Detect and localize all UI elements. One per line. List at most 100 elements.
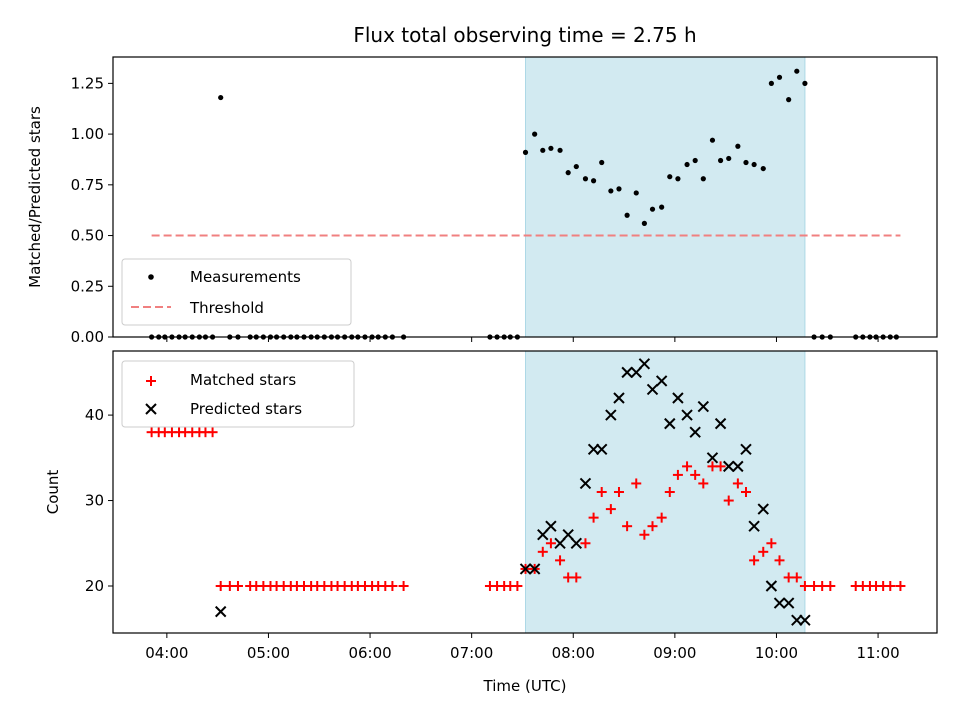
- y-tick-label: 1.00: [71, 125, 104, 143]
- predicted-star-point: [579, 477, 592, 490]
- y-tick-label: 1.25: [71, 74, 104, 92]
- predicted-star-point: [519, 563, 532, 575]
- matched-star-point: [732, 478, 743, 489]
- measurement-point: [599, 159, 605, 166]
- measurement-point: [717, 157, 724, 164]
- x-tick-label: 05:00: [247, 644, 290, 662]
- measurement-point: [557, 147, 563, 153]
- bottom-legend: Matched stars Predicted stars: [121, 360, 355, 428]
- predicted-star-point: [214, 605, 227, 618]
- y-tick-label: 0.75: [71, 176, 104, 194]
- matched-star-point: [895, 581, 906, 591]
- predicted-star-point: [605, 409, 617, 421]
- matched-star-point: [387, 581, 398, 591]
- predicted-star-point: [630, 366, 642, 379]
- measurement-point: [692, 157, 698, 164]
- legend-measurements-label: Measurements: [190, 268, 301, 286]
- measurement-point: [624, 212, 630, 218]
- measurement-point: [786, 97, 792, 103]
- chart-title: Flux total observing time = 2.75 h: [353, 23, 696, 47]
- predicted-star-point: [646, 383, 659, 396]
- measurement-point: [760, 165, 766, 172]
- measurement-point: [726, 155, 732, 162]
- predicted-star-point: [554, 537, 566, 549]
- predicted-star-point: [714, 417, 727, 430]
- matched-star-point: [799, 581, 810, 591]
- matched-star-point: [571, 572, 582, 583]
- matched-star-point: [791, 572, 802, 583]
- matched-star-point: [588, 512, 599, 523]
- predicted-star-point: [681, 409, 693, 421]
- predicted-star-point: [748, 520, 760, 532]
- x-tick-label: 09:00: [653, 644, 696, 662]
- matched-star-point: [398, 581, 409, 591]
- predicted-star-point: [664, 417, 676, 430]
- bottom-y-axis-label: Count: [44, 470, 62, 515]
- predicted-star-point: [562, 529, 574, 541]
- predicted-star-point: [672, 392, 684, 404]
- matched-star-point: [715, 461, 726, 472]
- predicted-star-point: [723, 460, 735, 473]
- predicted-star-point: [638, 358, 651, 370]
- y-tick-label: 0.25: [71, 277, 104, 295]
- predicted-star-point: [757, 503, 769, 515]
- matched-star-point: [749, 555, 760, 566]
- top-panel-frame: [112, 56, 938, 338]
- matched-star-point: [825, 581, 836, 591]
- measurement-point: [700, 176, 706, 182]
- measurement-point: [582, 176, 589, 182]
- measurement-point: [751, 161, 757, 168]
- matched-star-point: [512, 581, 523, 591]
- matched-star-point: [740, 487, 751, 497]
- matched-star-point: [537, 546, 548, 557]
- matched-star-point: [596, 487, 607, 497]
- matched-star-point: [555, 555, 566, 566]
- predicted-star-point: [537, 529, 549, 541]
- legend-matched-label: Matched stars: [190, 371, 296, 389]
- measurement-point: [218, 94, 224, 101]
- measurement-point: [667, 174, 673, 180]
- predicted-star-point: [791, 614, 803, 626]
- matched-star-point: [639, 529, 650, 540]
- predicted-star-point: [613, 392, 625, 404]
- x-tick-label: 11:00: [856, 644, 899, 662]
- measurement-point: [709, 137, 716, 143]
- y-tick-label: 0.50: [71, 227, 104, 245]
- measurement-point: [565, 170, 571, 176]
- y-tick-label: 30: [85, 492, 104, 510]
- measurement-point: [659, 204, 665, 210]
- measurement-point: [548, 145, 554, 151]
- matched-star-point: [698, 478, 709, 489]
- matched-star-point: [723, 495, 734, 506]
- measurement-point: [522, 149, 529, 155]
- predicted-star-point: [740, 443, 752, 455]
- measurement-point: [540, 147, 546, 153]
- matched-star-point: [605, 504, 616, 515]
- y-tick-label: 0.00: [71, 328, 104, 346]
- matched-star-point: [766, 538, 777, 549]
- legend-predicted-label: Predicted stars: [190, 400, 302, 418]
- matched-star-point: [656, 512, 667, 523]
- observing-window: [525, 56, 806, 338]
- matched-star-point: [215, 581, 226, 591]
- measurement-point: [633, 190, 639, 196]
- bottom-legend-box: [121, 360, 355, 428]
- predicted-star-point: [732, 460, 744, 473]
- predicted-star-point: [765, 580, 778, 592]
- matched-star-point: [613, 487, 624, 497]
- measurement-point: [776, 74, 783, 80]
- measurement-point: [735, 143, 741, 149]
- bottom-panel: 20 30 40 04:00 05:00 06:00 07:00 08:00 09:00 10:0…: [44, 350, 938, 695]
- matched-star-point: [758, 546, 769, 557]
- matched-star-point: [664, 487, 675, 497]
- matched-star-point: [545, 538, 556, 549]
- measurement-point: [608, 188, 614, 194]
- x-tick-label: 10:00: [755, 644, 798, 662]
- top-legend: Measurements Threshold: [121, 258, 352, 326]
- bottom-panel-frame: [112, 350, 938, 634]
- predicted-star-point: [621, 366, 633, 379]
- matched-star-point: [672, 469, 683, 480]
- predicted-star-point: [570, 537, 583, 549]
- y-tick-label: 20: [85, 577, 104, 595]
